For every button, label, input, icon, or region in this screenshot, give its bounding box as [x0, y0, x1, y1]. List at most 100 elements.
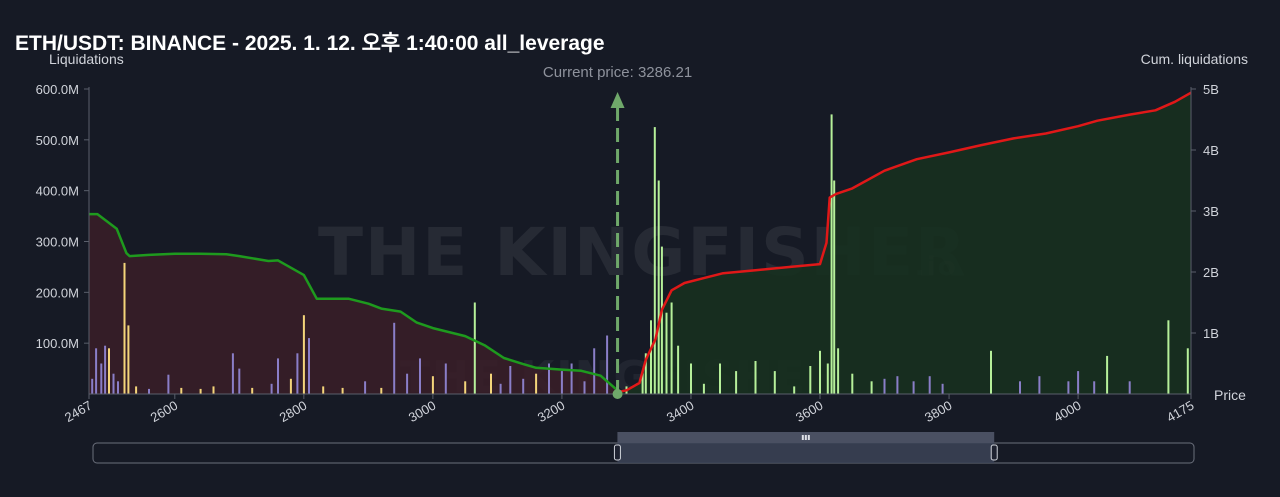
y-tick-label: 100.0M	[36, 336, 79, 351]
liquidation-bar	[100, 363, 103, 394]
liquidation-bar	[1077, 371, 1080, 394]
right-axis-label: Cum. liquidations	[1140, 51, 1248, 67]
liquidation-bar	[464, 381, 467, 394]
liquidation-bar	[95, 348, 98, 395]
liquidation-bar	[127, 325, 130, 394]
liquidation-bar	[870, 381, 873, 394]
liquidation-bar	[641, 371, 644, 394]
x-tick-label: 4000	[1051, 398, 1084, 425]
liquidation-bar	[1167, 320, 1170, 394]
x-tick-label: 2800	[277, 398, 310, 425]
liquidation-bar	[593, 348, 596, 395]
liquidation-bar	[148, 388, 150, 394]
liquidation-bar	[289, 378, 292, 395]
liquidation-bar	[522, 378, 525, 395]
liquidation-bar	[560, 371, 563, 394]
liquidation-bar	[91, 378, 94, 395]
liquidation-bar	[419, 358, 421, 394]
x-tick-label: 2467	[62, 398, 95, 425]
liquidation-bar	[1067, 381, 1070, 394]
liquidation-bar	[912, 381, 915, 394]
liquidation-bar	[1038, 376, 1041, 394]
liquidation-bar	[583, 381, 586, 394]
liquidation-bar	[644, 353, 647, 394]
drag-grip-icon	[801, 435, 804, 440]
current-price-arrow	[610, 92, 625, 108]
liquidation-bar	[308, 338, 310, 394]
liquidation-bar	[650, 320, 652, 394]
liquidation-bar	[837, 348, 840, 395]
liquidation-bar	[123, 262, 126, 394]
liquidation-bar	[473, 302, 476, 394]
liquidation-bar	[238, 368, 241, 394]
liquidation-bar	[341, 387, 344, 394]
liquidation-bar	[670, 302, 673, 394]
liquidation-bar	[833, 180, 836, 394]
liquidation-bar	[690, 363, 692, 394]
liquidation-bar	[251, 387, 254, 394]
liquidation-bar	[117, 381, 119, 394]
liquidation-bar	[826, 363, 829, 394]
liquidation-bar	[108, 348, 110, 395]
liquidation-bar	[1128, 381, 1131, 394]
liquidation-bar	[830, 114, 833, 395]
y-right-tick-label: 4B	[1203, 143, 1219, 158]
x-tick-label: 3600	[793, 398, 826, 425]
liquidation-bar	[270, 383, 273, 394]
y-tick-label: 400.0M	[36, 184, 79, 199]
y-tick-label: 500.0M	[36, 133, 79, 148]
liquidation-bar	[719, 363, 721, 394]
liquidation-bar	[104, 345, 107, 394]
liquidation-bar	[570, 363, 573, 394]
liquidation-bar	[180, 387, 183, 394]
y-tick-label: 200.0M	[36, 285, 79, 300]
liquidation-bar	[509, 366, 512, 394]
liquidation-bar	[665, 312, 668, 394]
x-tick-label: 3200	[535, 398, 568, 425]
y-tick-label: 300.0M	[36, 235, 79, 250]
series-line-cum-long	[617, 91, 1192, 394]
y-right-tick-label: 2B	[1203, 265, 1219, 280]
liquidation-bar	[406, 373, 409, 394]
range-slider-selection[interactable]	[617, 443, 995, 463]
y-right-tick-label: 3B	[1203, 204, 1219, 219]
y-right-tick-label: 5B	[1203, 82, 1219, 97]
liquidation-bar	[296, 353, 299, 394]
x-tick-label: 2600	[148, 398, 181, 425]
liquidation-bar	[883, 378, 886, 395]
liquidation-bar	[380, 387, 383, 394]
chart-title: ETH/USDT: BINANCE - 2025. 1. 12. 오후 1:40…	[15, 32, 605, 55]
x-tick-label: 3400	[664, 398, 697, 425]
liquidation-bar	[199, 388, 202, 394]
liquidation-bar	[657, 180, 660, 394]
liquidation-bar	[302, 315, 305, 394]
liquidation-bar	[1186, 348, 1189, 395]
liquidation-bar	[735, 371, 738, 394]
drag-grip-icon	[804, 435, 807, 440]
liquidation-bar	[754, 361, 757, 394]
liquidation-bar	[793, 386, 796, 394]
liquidation-bar	[535, 373, 538, 394]
liquidation-bar	[322, 386, 325, 394]
series-line-cum-short	[89, 212, 619, 392]
liquidation-bar	[606, 335, 609, 394]
x-tick-label: 4175	[1164, 398, 1197, 425]
range-handle-right[interactable]	[990, 444, 998, 461]
liquidation-bar	[1019, 381, 1021, 394]
liquidation-bar	[896, 376, 899, 394]
liquidation-bar	[773, 371, 776, 394]
liquidation-bar	[490, 373, 492, 394]
range-handle-left[interactable]	[613, 444, 621, 461]
left-axis-label: Liquidations	[49, 51, 124, 67]
liquidation-bar	[928, 376, 931, 394]
liquidation-bar	[819, 350, 821, 394]
current-price-label: Current price: 3286.21	[543, 64, 692, 81]
y-right-tick-label: 1B	[1203, 326, 1219, 341]
liquidation-bar	[851, 373, 854, 394]
x-axis-label: Price	[1214, 387, 1246, 403]
liquidation-bar	[444, 363, 447, 394]
liquidation-bar	[702, 383, 705, 394]
current-price-dot	[612, 389, 623, 399]
y-tick-label: 600.0M	[36, 82, 79, 97]
